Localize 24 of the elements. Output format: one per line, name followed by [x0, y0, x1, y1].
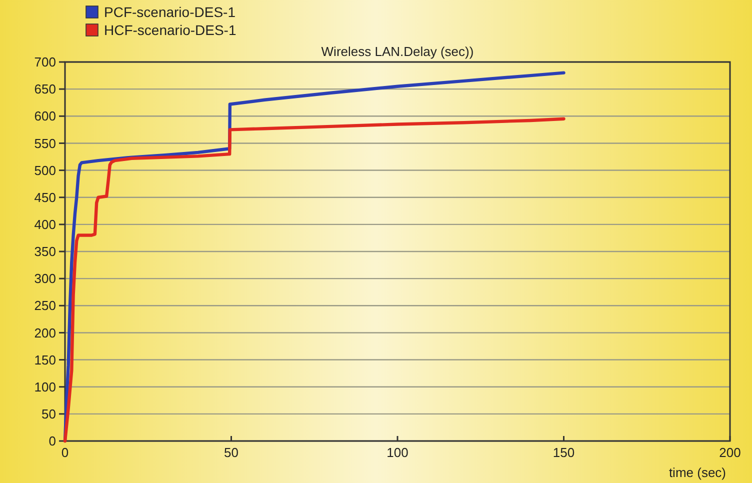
y-tick-label: 250: [34, 298, 56, 314]
y-tick-label: 0: [48, 434, 56, 449]
y-tick-label: 450: [34, 190, 56, 205]
y-tick-label: 350: [34, 244, 56, 260]
chart-title: Wireless LAN.Delay (sec)): [321, 44, 474, 59]
y-tick-label: 650: [34, 82, 56, 97]
y-tick-label: 700: [34, 54, 56, 70]
x-tick-label: 50: [224, 445, 238, 460]
x-tick-label: 0: [61, 445, 69, 460]
legend-label: HCF-scenario-DES-1: [104, 22, 236, 38]
y-tick-label: 150: [34, 352, 56, 368]
y-tick-label: 400: [34, 216, 56, 232]
x-tick-label: 150: [552, 445, 575, 460]
y-tick-label: 200: [34, 325, 56, 340]
y-tick-label: 600: [34, 108, 56, 124]
x-tick-label: 200: [719, 445, 741, 460]
y-tick-label: 550: [34, 136, 56, 151]
legend-label: PCF-scenario-DES-1: [104, 4, 236, 20]
y-tick-label: 500: [34, 162, 56, 178]
x-tick-label: 100: [386, 445, 408, 460]
y-tick-label: 300: [34, 271, 56, 286]
y-tick-label: 100: [34, 379, 56, 394]
x-axis-title: time (sec): [668, 465, 726, 480]
y-tick-label: 50: [42, 406, 56, 422]
